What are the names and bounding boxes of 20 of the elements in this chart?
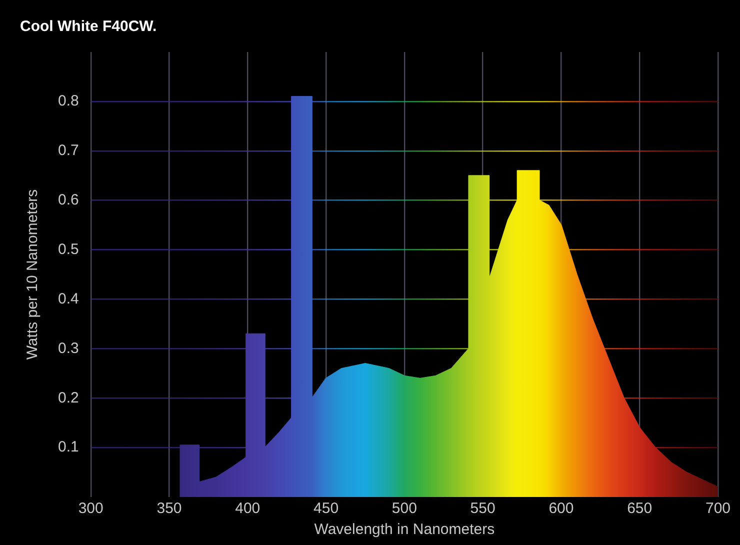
x-tick-label: 550 bbox=[470, 500, 496, 518]
x-tick-label: 350 bbox=[156, 500, 182, 518]
y-tick-label: 0.8 bbox=[58, 92, 79, 110]
x-tick-label: 500 bbox=[392, 500, 417, 518]
x-tick-label: 400 bbox=[235, 500, 260, 518]
x-tick-label: 600 bbox=[548, 500, 574, 518]
chart-title: Cool White F40CW. bbox=[20, 18, 157, 36]
x-tick-label: 450 bbox=[314, 500, 339, 518]
x-axis-title: Wavelength in Nanometers bbox=[314, 521, 495, 538]
x-tick-label: 700 bbox=[705, 500, 731, 518]
y-tick-label: 0.3 bbox=[58, 340, 79, 357]
y-tick-label: 0.4 bbox=[58, 290, 79, 308]
y-tick-label: 0.7 bbox=[58, 142, 79, 160]
y-tick-label: 0.2 bbox=[58, 389, 79, 406]
y-tick-label: 0.5 bbox=[58, 240, 79, 258]
x-tick-label: 300 bbox=[78, 500, 104, 518]
y-tick-label: 0.6 bbox=[58, 191, 79, 208]
y-axis-title: Watts per 10 Nanometers bbox=[24, 189, 42, 360]
y-tick-label: 0.1 bbox=[58, 438, 79, 456]
x-tick-label: 650 bbox=[627, 500, 652, 518]
